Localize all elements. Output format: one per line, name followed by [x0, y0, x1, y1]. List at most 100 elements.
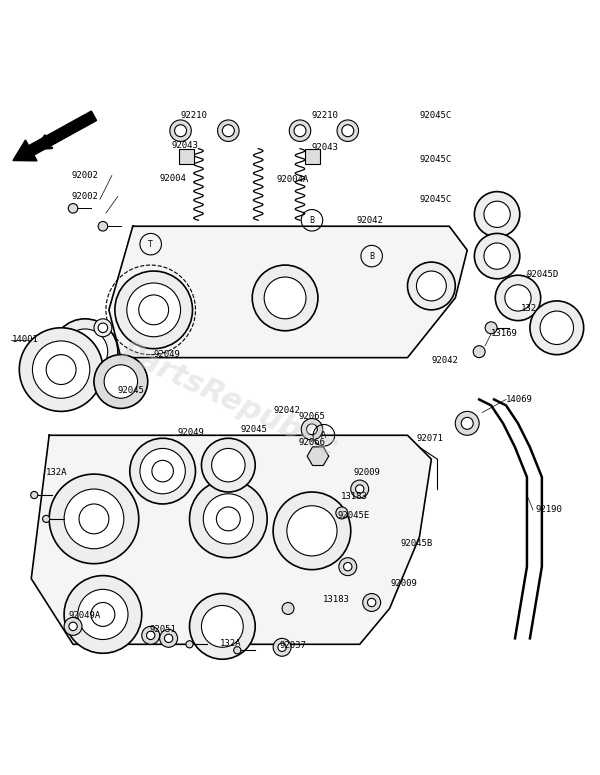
Circle shape [127, 283, 181, 336]
Bar [179, 149, 194, 164]
Circle shape [146, 631, 155, 639]
Text: 92051: 92051 [149, 625, 176, 634]
Circle shape [43, 515, 50, 522]
Text: 92045C: 92045C [419, 155, 452, 164]
Circle shape [175, 125, 187, 136]
Text: 92045C: 92045C [419, 112, 452, 120]
Circle shape [98, 222, 107, 231]
Text: 92002: 92002 [72, 171, 99, 180]
Circle shape [190, 480, 267, 558]
Text: T: T [148, 239, 153, 249]
Circle shape [339, 558, 357, 576]
Text: 14001: 14001 [12, 336, 39, 344]
Text: 92043: 92043 [172, 141, 199, 150]
Text: B: B [310, 215, 314, 225]
Circle shape [160, 629, 178, 647]
Circle shape [294, 125, 306, 136]
Circle shape [202, 439, 255, 492]
Circle shape [203, 494, 253, 544]
Text: 92045B: 92045B [400, 539, 433, 549]
Circle shape [212, 449, 245, 482]
Circle shape [69, 622, 77, 631]
Circle shape [62, 329, 107, 374]
Circle shape [351, 480, 368, 498]
Circle shape [64, 618, 82, 636]
Circle shape [455, 412, 479, 436]
Circle shape [94, 319, 112, 336]
Text: B: B [369, 252, 374, 260]
Text: 92043: 92043 [312, 143, 339, 152]
Text: 92045E: 92045E [338, 512, 370, 520]
Text: 132A: 132A [46, 468, 68, 477]
Text: 92004A: 92004A [276, 175, 308, 184]
Text: 92004: 92004 [160, 174, 187, 183]
Circle shape [461, 418, 473, 429]
Circle shape [416, 271, 446, 301]
Circle shape [52, 319, 118, 384]
Circle shape [130, 439, 196, 504]
Circle shape [202, 605, 243, 647]
Circle shape [64, 489, 124, 549]
Circle shape [337, 120, 359, 142]
Text: 92049: 92049 [178, 428, 205, 437]
Circle shape [264, 277, 306, 319]
Circle shape [505, 284, 531, 311]
Circle shape [64, 576, 142, 653]
Circle shape [344, 563, 352, 571]
Circle shape [307, 424, 317, 435]
Circle shape [473, 346, 485, 357]
Circle shape [342, 125, 354, 136]
Text: 92049A: 92049A [68, 611, 101, 620]
Text: 92045C: 92045C [419, 195, 452, 204]
Circle shape [234, 646, 241, 654]
Circle shape [363, 594, 380, 611]
Circle shape [104, 365, 137, 398]
Circle shape [19, 328, 103, 412]
Circle shape [407, 262, 455, 310]
Circle shape [32, 341, 90, 398]
Text: 92065: 92065 [299, 412, 326, 421]
Text: 92009: 92009 [354, 468, 380, 477]
Text: 92002: 92002 [72, 192, 99, 201]
Circle shape [164, 634, 173, 642]
Text: A: A [321, 431, 326, 439]
Text: 92210: 92210 [312, 112, 339, 120]
Polygon shape [109, 226, 467, 357]
Polygon shape [307, 447, 329, 466]
Circle shape [94, 355, 148, 408]
Circle shape [530, 301, 584, 355]
Circle shape [278, 643, 286, 652]
Circle shape [142, 626, 160, 644]
Text: 92042: 92042 [357, 215, 383, 225]
Circle shape [115, 271, 193, 349]
Text: 92009: 92009 [391, 579, 418, 588]
Text: 132: 132 [521, 304, 537, 313]
Circle shape [484, 202, 510, 227]
Text: 92037: 92037 [279, 641, 306, 650]
Text: 92066: 92066 [299, 438, 326, 447]
Circle shape [190, 594, 255, 660]
Circle shape [140, 449, 185, 494]
Text: 13169: 13169 [491, 329, 518, 338]
Circle shape [273, 492, 351, 570]
Circle shape [218, 120, 239, 142]
Circle shape [31, 491, 38, 498]
Circle shape [475, 233, 520, 279]
Text: 92045: 92045 [240, 425, 267, 434]
Circle shape [78, 589, 128, 639]
Text: 132A: 132A [220, 639, 241, 648]
Text: 92042: 92042 [431, 356, 458, 365]
Polygon shape [31, 436, 431, 644]
Circle shape [367, 598, 376, 607]
Text: 14069: 14069 [506, 395, 533, 404]
Circle shape [495, 275, 541, 321]
Text: 92190: 92190 [536, 505, 563, 515]
Text: 92071: 92071 [416, 434, 443, 443]
Text: 92042: 92042 [273, 405, 300, 415]
Circle shape [289, 120, 311, 142]
Circle shape [186, 641, 193, 648]
Circle shape [485, 322, 497, 334]
Text: 92045D: 92045D [527, 270, 559, 278]
Text: 92210: 92210 [181, 112, 208, 120]
Text: 92049: 92049 [154, 350, 181, 359]
